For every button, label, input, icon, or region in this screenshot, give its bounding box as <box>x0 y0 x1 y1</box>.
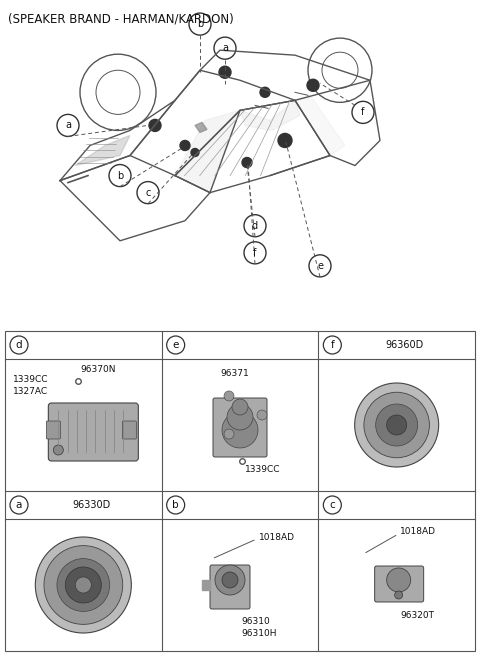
Circle shape <box>180 140 190 150</box>
Circle shape <box>387 415 407 435</box>
Polygon shape <box>75 135 130 165</box>
Text: d: d <box>252 220 258 231</box>
Text: 96360D: 96360D <box>385 340 424 350</box>
Text: f: f <box>253 248 257 258</box>
Text: 1327AC: 1327AC <box>13 386 48 396</box>
Circle shape <box>44 546 123 625</box>
Circle shape <box>307 79 319 91</box>
Circle shape <box>75 577 91 593</box>
Text: b: b <box>172 500 179 510</box>
Circle shape <box>260 87 270 97</box>
Text: 96320T: 96320T <box>400 611 434 621</box>
Text: e: e <box>317 261 323 271</box>
Text: 96371: 96371 <box>220 369 249 379</box>
Text: f: f <box>330 340 334 350</box>
Circle shape <box>224 391 234 401</box>
Text: d: d <box>16 340 22 350</box>
Circle shape <box>395 591 403 599</box>
Text: a: a <box>222 43 228 53</box>
Text: (SPEAKER BRAND - HARMAN/KARDON): (SPEAKER BRAND - HARMAN/KARDON) <box>8 12 234 25</box>
Circle shape <box>232 399 248 415</box>
FancyBboxPatch shape <box>47 421 60 439</box>
Polygon shape <box>195 123 207 133</box>
Polygon shape <box>295 95 345 155</box>
Circle shape <box>215 565 245 595</box>
Circle shape <box>224 429 234 439</box>
Circle shape <box>222 412 258 448</box>
FancyBboxPatch shape <box>210 565 250 609</box>
Polygon shape <box>175 110 240 193</box>
Circle shape <box>364 392 430 458</box>
Circle shape <box>149 119 161 131</box>
Text: 1018AD: 1018AD <box>400 527 436 537</box>
Circle shape <box>242 157 252 167</box>
Text: f: f <box>361 108 365 117</box>
Text: a: a <box>65 121 71 131</box>
Circle shape <box>222 572 238 588</box>
FancyBboxPatch shape <box>213 398 267 457</box>
Text: b: b <box>197 19 203 29</box>
Text: 1339CC: 1339CC <box>245 464 280 474</box>
Circle shape <box>36 537 132 633</box>
Circle shape <box>278 133 292 148</box>
Polygon shape <box>202 580 210 590</box>
Circle shape <box>387 568 411 592</box>
Circle shape <box>219 66 231 78</box>
Circle shape <box>227 404 253 430</box>
Text: 1339CC: 1339CC <box>13 375 48 384</box>
Text: c: c <box>145 188 151 197</box>
Text: e: e <box>172 340 179 350</box>
FancyBboxPatch shape <box>375 566 424 602</box>
Text: 96310: 96310 <box>241 617 270 626</box>
Text: b: b <box>117 171 123 180</box>
Circle shape <box>355 383 439 467</box>
Text: 96370N: 96370N <box>80 365 116 373</box>
Circle shape <box>257 410 267 420</box>
Circle shape <box>191 148 199 157</box>
Polygon shape <box>270 100 300 131</box>
Polygon shape <box>240 110 270 131</box>
Circle shape <box>53 445 63 455</box>
FancyBboxPatch shape <box>122 421 136 439</box>
Text: 96310H: 96310H <box>241 628 277 638</box>
Text: c: c <box>329 500 335 510</box>
Circle shape <box>65 567 101 603</box>
Text: 1018AD: 1018AD <box>259 533 295 541</box>
Circle shape <box>376 404 418 446</box>
FancyBboxPatch shape <box>48 403 138 461</box>
Text: 96330D: 96330D <box>72 500 110 510</box>
Circle shape <box>57 559 110 611</box>
Text: a: a <box>16 500 22 510</box>
